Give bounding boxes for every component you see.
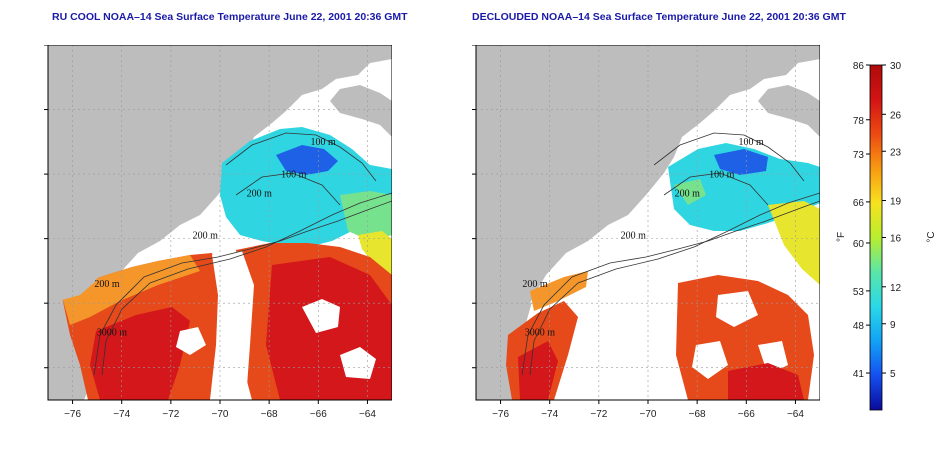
x-tick-label: −70 — [640, 409, 657, 420]
x-tick-label: −68 — [261, 409, 278, 420]
contour-depth-label: 200 m — [621, 231, 647, 242]
celsius-tick-label: 26 — [890, 110, 902, 121]
bathymetry-contours — [93, 132, 392, 376]
y-tick-label: 46 — [468, 45, 470, 51]
land-mass — [48, 45, 392, 400]
x-tick-label: −66 — [310, 409, 327, 420]
fahrenheit-tick-label: 86 — [853, 61, 865, 72]
left-map-title: RU COOL NOAA–14 Sea Surface Temperature … — [52, 11, 408, 23]
fahrenheit-tick-label: 41 — [853, 369, 865, 380]
fahrenheit-tick-label: 60 — [853, 239, 865, 250]
celsius-tick-label: 12 — [890, 283, 902, 294]
fahrenheit-tick-label: 48 — [853, 321, 865, 332]
celsius-tick-label: 19 — [890, 197, 902, 208]
y-tick-label: 36 — [468, 362, 470, 374]
temperature-colorbar: 5 9 12 16 19 23 26 30 41 48 53 60 66 73 78 86 °F °C — [830, 55, 940, 415]
right-map-title: DECLOUDED NOAA–14 Sea Surface Temperatur… — [472, 11, 846, 23]
y-tick-label: 36 — [40, 362, 42, 374]
x-tick-label: −68 — [689, 409, 706, 420]
celsius-tick-label: 9 — [890, 320, 896, 331]
map-panel-declouded: 200 m 100 m 100 m 200 m 200 m 3000 m −76 −74 −7… — [468, 45, 820, 427]
y-tick-label: 44 — [40, 104, 42, 116]
nova-scotia-land — [758, 85, 820, 137]
y-tick-label: 38 — [468, 297, 470, 309]
celsius-tick-label: 5 — [890, 369, 896, 380]
x-tick-label: −76 — [64, 409, 81, 420]
x-tick-label: −66 — [738, 409, 755, 420]
fahrenheit-tick-label: 73 — [853, 150, 865, 161]
contour-depth-label: 100 m — [709, 169, 735, 180]
contour-depth-label: 100 m — [311, 137, 337, 148]
x-tick-label: −74 — [113, 409, 130, 420]
lat-lon-grid — [476, 45, 820, 400]
y-tick-label: 46 — [40, 45, 42, 51]
x-tick-label: −70 — [212, 409, 229, 420]
contour-depth-label: 3000 m — [525, 327, 556, 338]
map-panel-raw: 200 m 100 m 100 m 200 m 200 m 3000 m −76 −74 −7… — [40, 45, 392, 427]
y-tick-label: 38 — [40, 297, 42, 309]
celsius-tick-label: 30 — [890, 61, 902, 72]
y-tick-label: 42 — [468, 168, 470, 180]
contour-depth-label: 200 m — [247, 189, 272, 200]
land-mass — [476, 45, 820, 400]
fahrenheit-tick-label: 78 — [853, 116, 865, 127]
x-tick-label: −76 — [492, 409, 509, 420]
contour-depth-label: 100 m — [281, 169, 307, 180]
x-tick-label: −72 — [162, 409, 179, 420]
bathymetry-contours — [521, 132, 820, 376]
y-tick-label: 40 — [468, 233, 470, 245]
contour-depth-label: 200 m — [522, 279, 548, 290]
x-tick-label: −64 — [359, 409, 376, 420]
y-tick-label: 42 — [40, 168, 42, 180]
celsius-unit-label: °C — [926, 231, 937, 242]
contour-depth-label: 200 m — [675, 189, 701, 200]
lat-lon-grid — [48, 45, 392, 400]
fahrenheit-tick-label: 53 — [853, 287, 865, 298]
fahrenheit-unit-label: °F — [836, 232, 847, 242]
x-tick-label: −72 — [590, 409, 607, 420]
contour-depth-label: 3000 m — [97, 327, 128, 338]
y-tick-label: 44 — [468, 104, 470, 116]
nova-scotia-land — [330, 85, 392, 137]
celsius-tick-label: 16 — [890, 234, 902, 245]
x-tick-label: −74 — [541, 409, 558, 420]
fahrenheit-tick-label: 66 — [853, 198, 865, 209]
celsius-tick-label: 23 — [890, 147, 902, 158]
contour-depth-label: 200 m — [94, 279, 120, 290]
colorbar-gradient — [869, 64, 883, 411]
x-tick-label: −64 — [787, 409, 804, 420]
y-tick-label: 40 — [40, 233, 42, 245]
contour-depth-label: 200 m — [193, 231, 219, 242]
contour-depth-label: 100 m — [739, 137, 765, 148]
